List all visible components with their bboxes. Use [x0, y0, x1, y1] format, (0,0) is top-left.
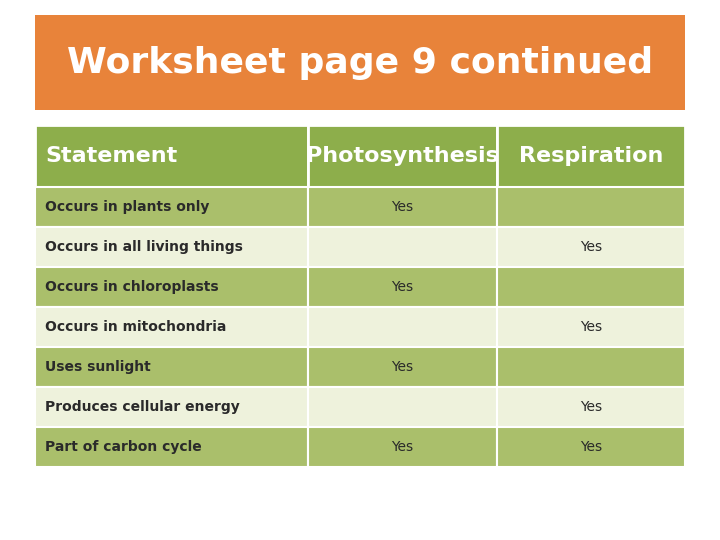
- Bar: [308, 227, 497, 267]
- Text: Produces cellular energy: Produces cellular energy: [45, 400, 240, 414]
- Bar: [497, 125, 685, 187]
- Bar: [35, 15, 685, 110]
- Bar: [497, 347, 685, 387]
- Text: Part of carbon cycle: Part of carbon cycle: [45, 440, 202, 454]
- Bar: [497, 267, 685, 307]
- Text: Occurs in all living things: Occurs in all living things: [45, 240, 243, 254]
- Bar: [308, 187, 497, 227]
- Bar: [497, 227, 685, 267]
- Text: Yes: Yes: [580, 320, 602, 334]
- Text: Statement: Statement: [45, 146, 177, 166]
- Bar: [497, 387, 685, 427]
- Text: Uses sunlight: Uses sunlight: [45, 360, 150, 374]
- Bar: [308, 387, 497, 427]
- Bar: [497, 307, 685, 347]
- Bar: [35, 307, 308, 347]
- Text: Yes: Yes: [580, 240, 602, 254]
- Bar: [308, 307, 497, 347]
- Text: Yes: Yes: [580, 440, 602, 454]
- Text: Yes: Yes: [391, 280, 413, 294]
- Bar: [308, 267, 497, 307]
- Bar: [35, 125, 308, 187]
- Text: Photosynthesis: Photosynthesis: [306, 146, 499, 166]
- Bar: [35, 267, 308, 307]
- Text: Yes: Yes: [580, 400, 602, 414]
- Bar: [35, 427, 308, 467]
- Text: Occurs in plants only: Occurs in plants only: [45, 200, 210, 214]
- Bar: [35, 387, 308, 427]
- Text: Yes: Yes: [391, 440, 413, 454]
- Text: Occurs in mitochondria: Occurs in mitochondria: [45, 320, 226, 334]
- Bar: [308, 125, 497, 187]
- Bar: [35, 187, 308, 227]
- Text: Yes: Yes: [391, 200, 413, 214]
- Bar: [497, 187, 685, 227]
- Bar: [308, 347, 497, 387]
- Bar: [308, 427, 497, 467]
- Text: Worksheet page 9 continued: Worksheet page 9 continued: [67, 45, 653, 79]
- Text: Occurs in chloroplasts: Occurs in chloroplasts: [45, 280, 219, 294]
- Bar: [35, 227, 308, 267]
- Text: Yes: Yes: [391, 360, 413, 374]
- Bar: [497, 427, 685, 467]
- Bar: [35, 347, 308, 387]
- Text: Respiration: Respiration: [518, 146, 663, 166]
